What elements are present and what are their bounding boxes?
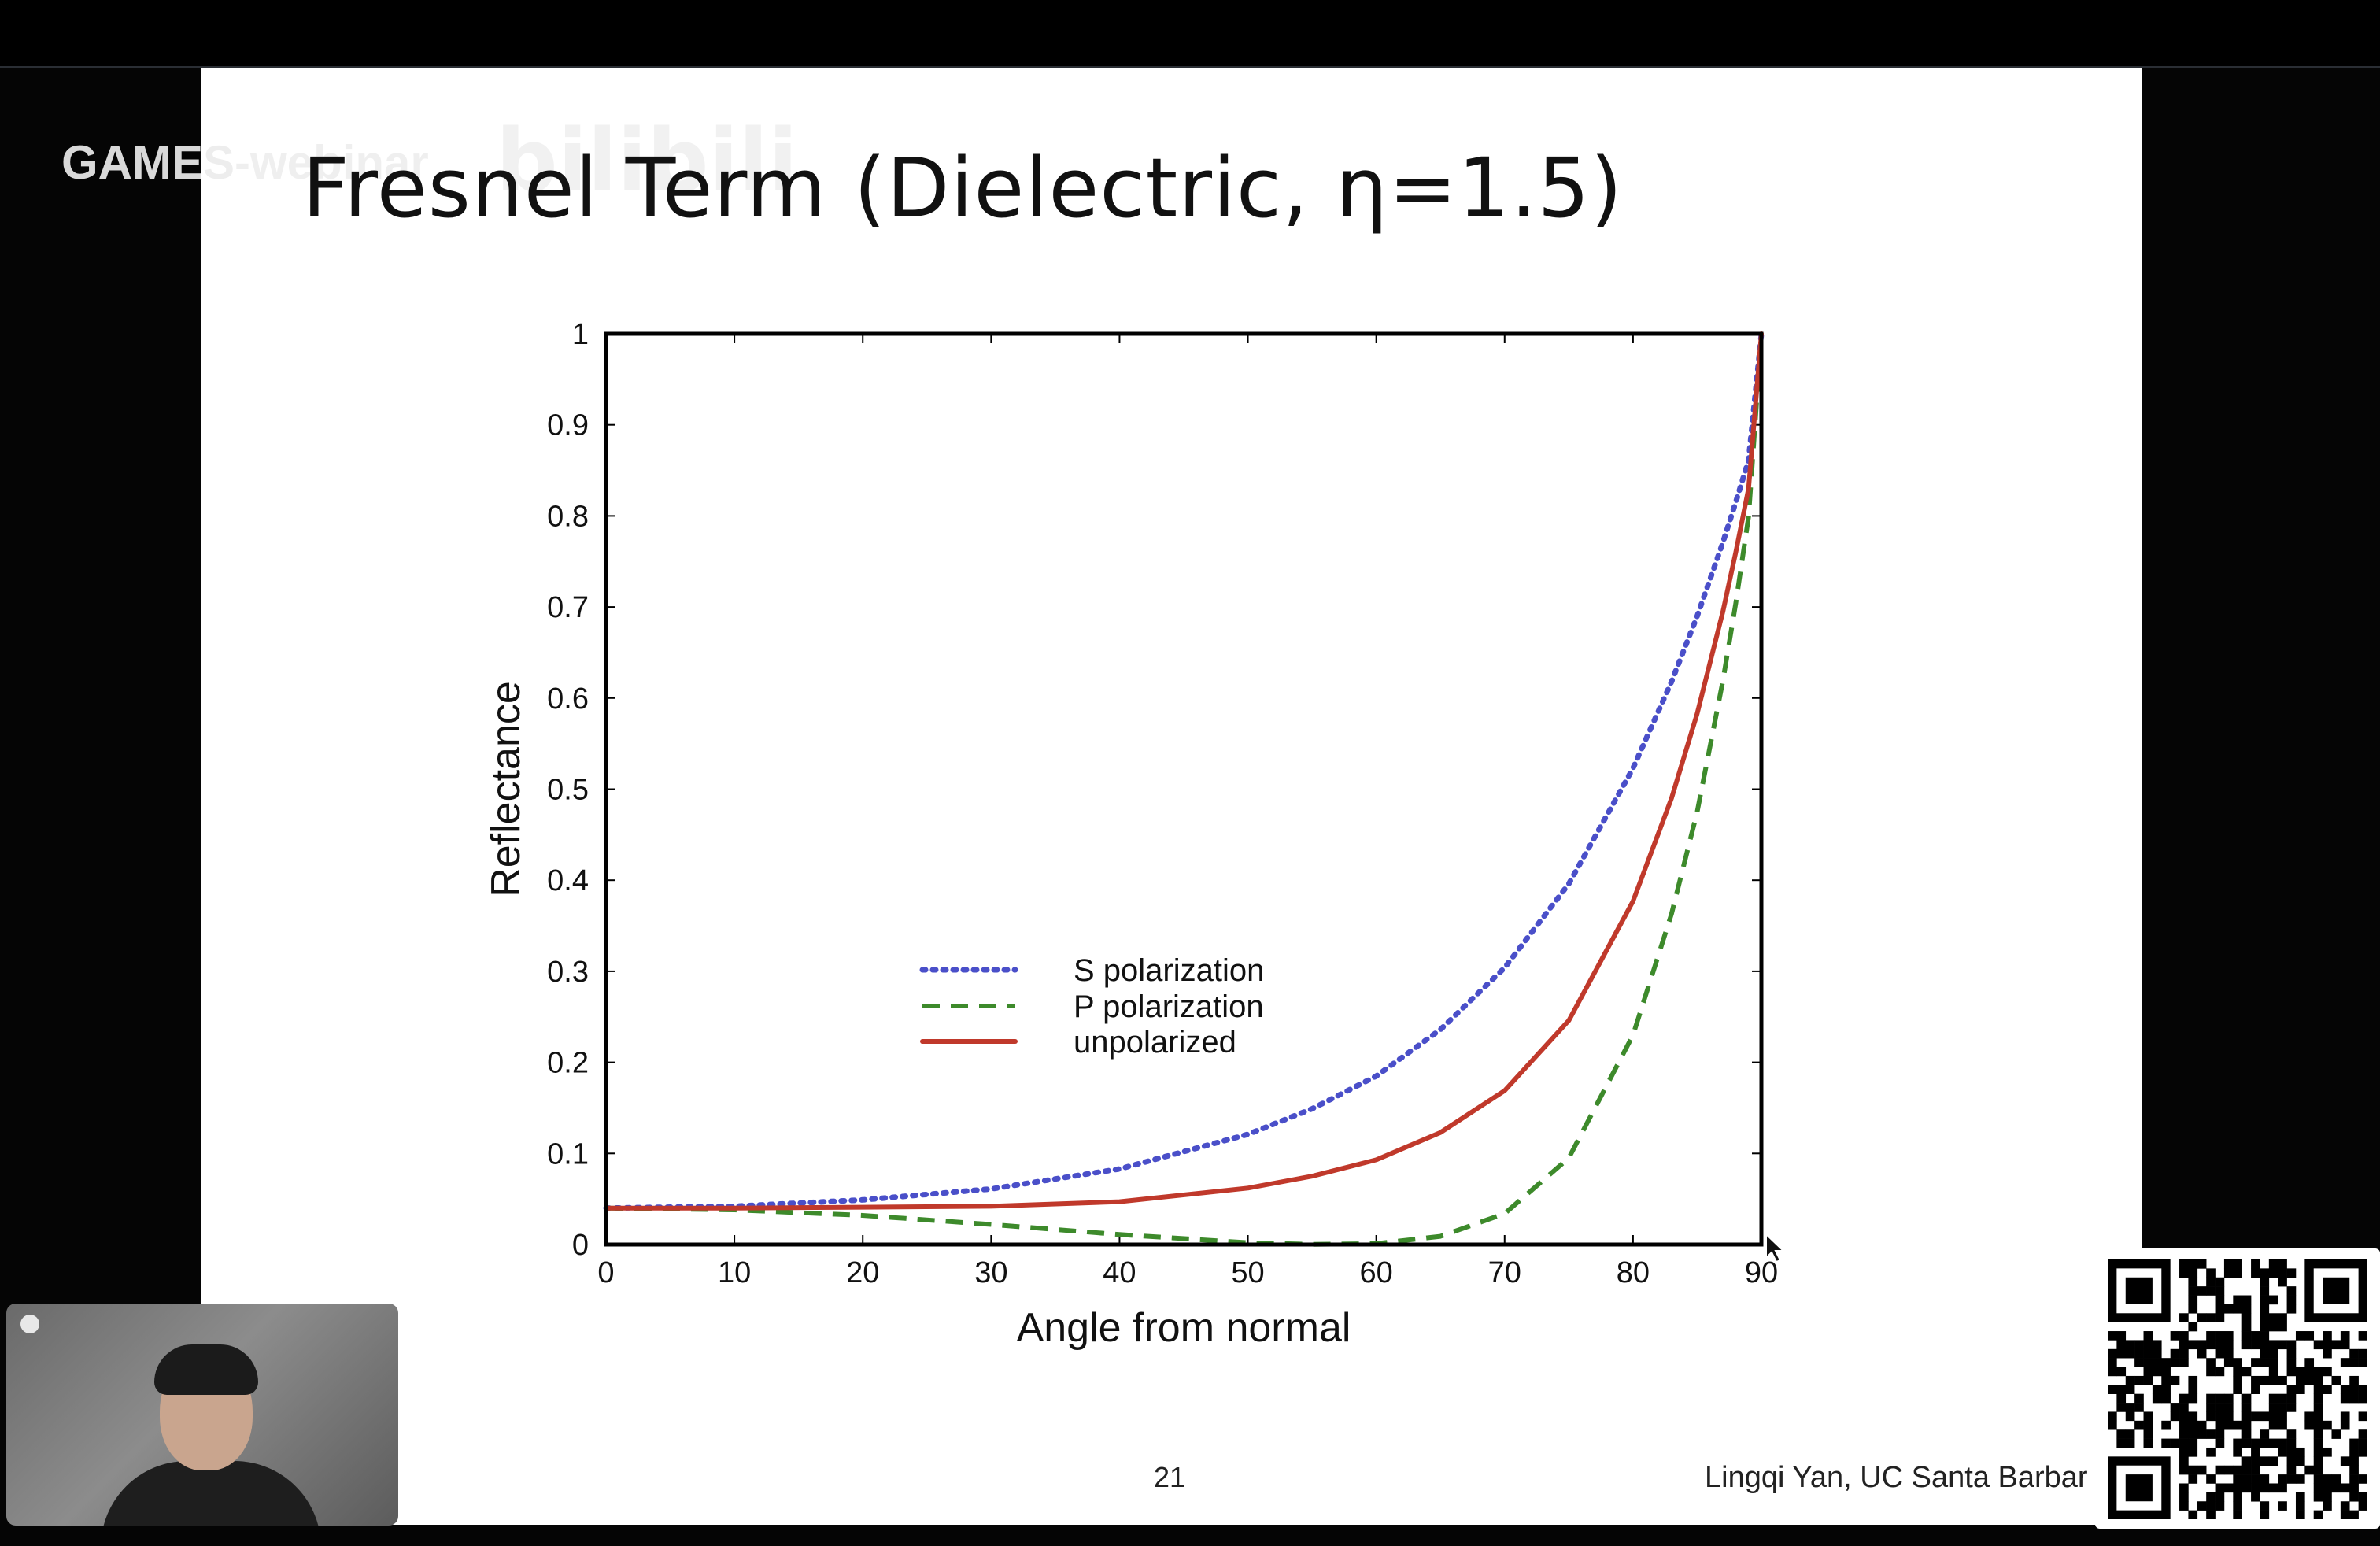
watermark-visible-text: GAMES (61, 136, 235, 189)
x-tick-label: 50 (1231, 1256, 1264, 1289)
unpolarized-line (604, 331, 1764, 1211)
presenter-hair (154, 1344, 258, 1395)
y-tick-label: 0.3 (547, 956, 589, 989)
presenter-webcam[interactable] (6, 1304, 398, 1526)
legend-unpolarized-label: unpolarized (1074, 1025, 1236, 1060)
s-polarization-line (603, 331, 1765, 1211)
x-tick-label: 20 (846, 1256, 879, 1289)
y-tick-label: 1 (572, 318, 589, 351)
x-axis-label: Angle from normal (1017, 1305, 1351, 1351)
top-bar (0, 0, 2380, 66)
legend-p-polarization-label: P polarization (1074, 989, 1264, 1024)
watermark-faded-text: -webinar (235, 136, 429, 189)
presenter-body (101, 1461, 321, 1526)
x-tick-label: 90 (1745, 1256, 1778, 1289)
qr-code-pattern (2108, 1259, 2367, 1519)
y-tick-label: 0.1 (547, 1137, 589, 1171)
page-number: 21 (1154, 1461, 1186, 1493)
p-polarization-line (605, 333, 1764, 1247)
games-webinar-watermark: GAMES-webinar (61, 135, 429, 190)
y-tick-label: 0.4 (547, 864, 589, 897)
x-tick-label: 30 (974, 1256, 1007, 1289)
y-axis-label: Reflectance (483, 681, 529, 897)
y-tick-label: 0.2 (547, 1047, 589, 1080)
slide-canvas (201, 68, 2142, 1525)
y-tick-label: 0.9 (547, 409, 589, 442)
x-tick-label: 80 (1617, 1256, 1650, 1289)
camera-indicator-icon (20, 1315, 39, 1333)
x-tick-label: 0 (597, 1256, 614, 1289)
bilibili-logo-watermark: bilibili (496, 110, 798, 211)
qr-code-icon (2095, 1248, 2380, 1529)
x-tick-label: 40 (1103, 1256, 1136, 1289)
y-tick-label: 0.6 (547, 682, 589, 716)
mouse-cursor-icon (1765, 1232, 1786, 1263)
y-tick-label: 0.8 (547, 500, 589, 533)
x-tick-label: 70 (1488, 1256, 1521, 1289)
top-bar-divider (0, 66, 2380, 68)
x-tick-label: 10 (718, 1256, 751, 1289)
legend-s-polarization-label: S polarization (1074, 953, 1264, 988)
slide-title: Fresnel Term (Dielectric, η=1.5) (302, 140, 1624, 236)
y-tick-label: 0 (572, 1229, 589, 1262)
y-tick-label: 0.5 (547, 774, 589, 807)
plot-frame (604, 331, 1764, 1247)
x-tick-label: 60 (1360, 1256, 1393, 1289)
y-tick-label: 0.7 (547, 591, 589, 624)
slide-credit: Lingqi Yan, UC Santa Barbar (1705, 1461, 2088, 1494)
